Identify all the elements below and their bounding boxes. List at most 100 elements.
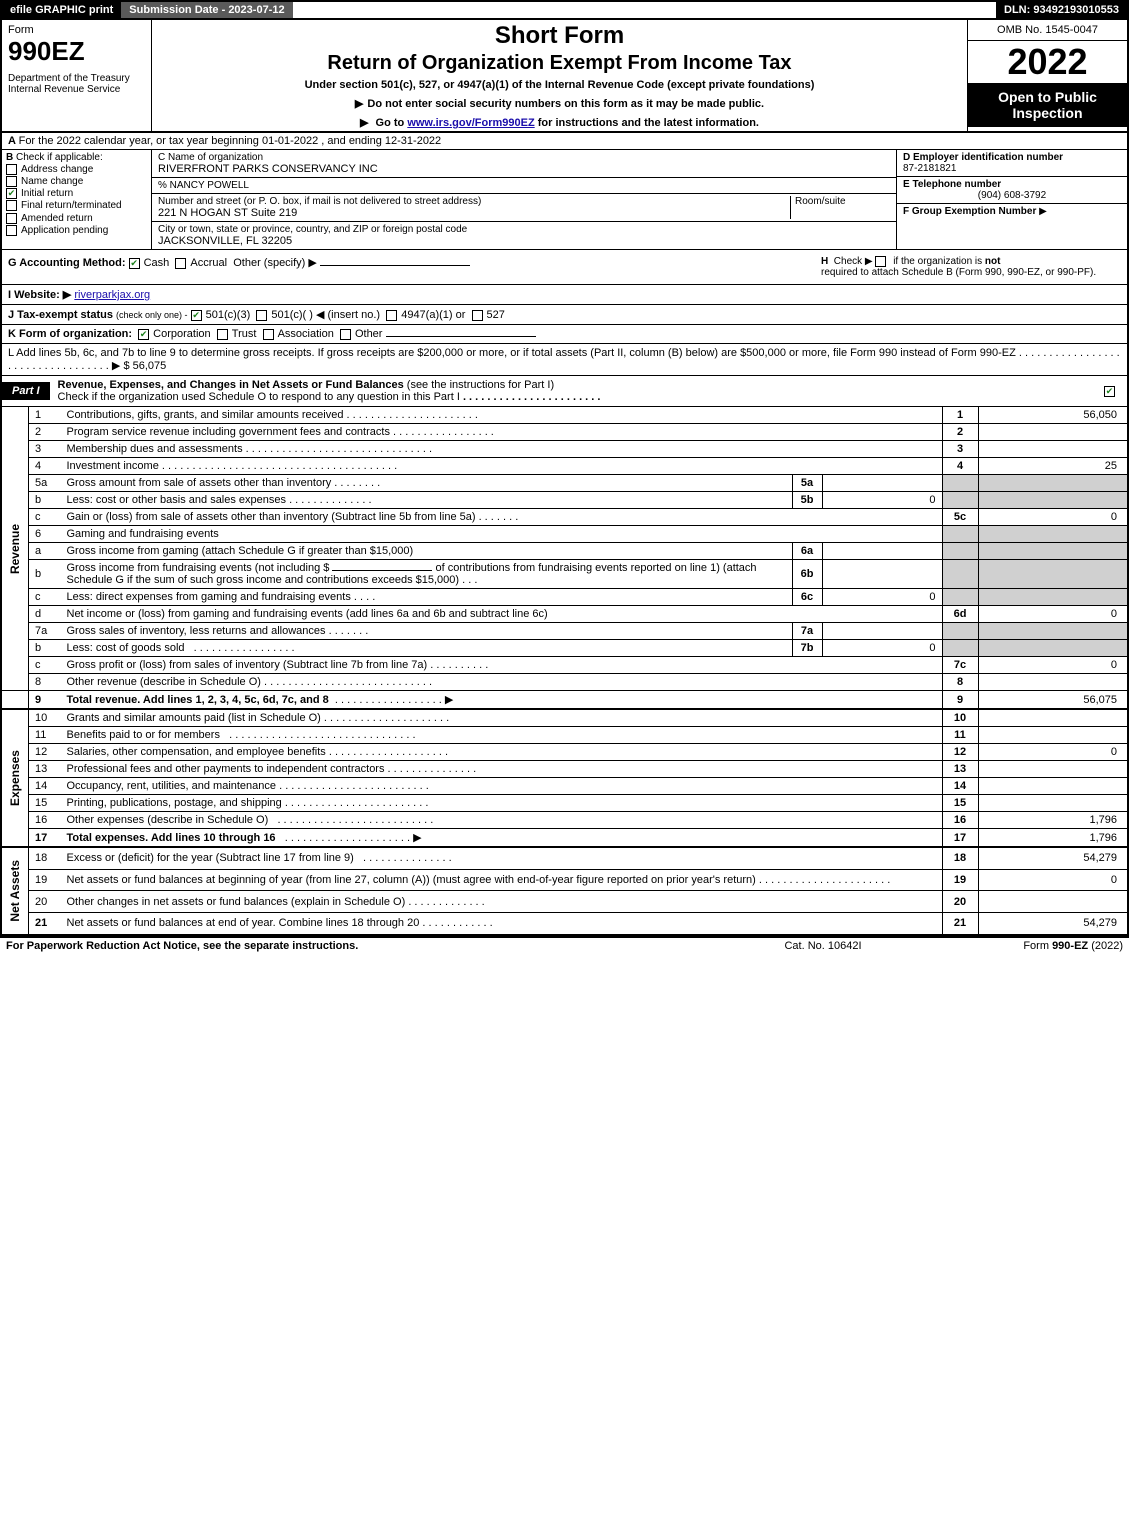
footer-right: Form 990-EZ (2022) bbox=[923, 940, 1123, 952]
cb-pending[interactable]: Application pending bbox=[6, 225, 147, 236]
cb-final[interactable]: Final return/terminated bbox=[6, 200, 147, 211]
side-netassets: Net Assets bbox=[6, 850, 24, 932]
bullet-goto: Go to www.irs.gov/Form990EZ for instruct… bbox=[158, 116, 961, 129]
arrow-icon bbox=[360, 117, 372, 129]
under-section: Under section 501(c), 527, or 4947(a)(1)… bbox=[158, 79, 961, 91]
irs-link[interactable]: www.irs.gov/Form990EZ bbox=[407, 117, 534, 129]
line-5a: 5a Gross amount from sale of assets othe… bbox=[1, 475, 1128, 492]
org-name: RIVERFRONT PARKS CONSERVANCY INC bbox=[158, 163, 890, 175]
spacer bbox=[293, 2, 996, 18]
tax-year: 2022 bbox=[968, 41, 1127, 83]
line-21: 21 Net assets or fund balances at end of… bbox=[1, 913, 1128, 935]
top-bar: efile GRAPHIC print Submission Date - 20… bbox=[0, 0, 1129, 20]
l-text: L Add lines 5b, 6c, and 7b to line 9 to … bbox=[8, 347, 1016, 359]
part-i-checkbox[interactable] bbox=[1096, 382, 1127, 400]
page-footer: For Paperwork Reduction Act Notice, see … bbox=[0, 936, 1129, 954]
form-header: Form 990EZ Department of the Treasury In… bbox=[0, 20, 1129, 133]
row-l: L Add lines 5b, 6c, and 7b to line 9 to … bbox=[0, 344, 1129, 376]
col-def: D Employer identification number 87-2181… bbox=[897, 150, 1127, 249]
line-2: 2 Program service revenue including gove… bbox=[1, 424, 1128, 441]
line-6c: c Less: direct expenses from gaming and … bbox=[1, 589, 1128, 606]
cb-other[interactable] bbox=[340, 329, 351, 340]
cb-amended[interactable]: Amended return bbox=[6, 213, 147, 224]
ein-value: 87-2181821 bbox=[903, 163, 1121, 174]
part-i-title: Revenue, Expenses, and Changes in Net As… bbox=[50, 376, 1096, 406]
cb-501c[interactable] bbox=[256, 310, 267, 321]
e-block: E Telephone number (904) 608-3792 bbox=[897, 177, 1127, 204]
part-i-sub: (see the instructions for Part I) bbox=[407, 379, 554, 391]
header-right: OMB No. 1545-0047 2022 Open to Public In… bbox=[967, 20, 1127, 131]
line-11: 11 Benefits paid to or for members . . .… bbox=[1, 727, 1128, 744]
cb-assoc[interactable] bbox=[263, 329, 274, 340]
line-14: 14 Occupancy, rent, utilities, and maint… bbox=[1, 778, 1128, 795]
f-arrow: ▶ bbox=[1039, 206, 1047, 217]
h-text2: if the organization is bbox=[893, 256, 985, 267]
k-assoc: Association bbox=[278, 328, 334, 340]
part-i-header: Part I Revenue, Expenses, and Changes in… bbox=[0, 376, 1129, 407]
h-check: Check ▶ bbox=[834, 256, 873, 267]
f-block: F Group Exemption Number ▶ bbox=[897, 204, 1127, 219]
submission-date: Submission Date - 2023-07-12 bbox=[121, 2, 292, 18]
row-j: J Tax-exempt status (check only one) - 5… bbox=[0, 305, 1129, 325]
k-other: Other bbox=[355, 328, 383, 340]
h-text3: required to attach Schedule B (Form 990,… bbox=[821, 267, 1096, 278]
short-form-title: Short Form bbox=[158, 22, 961, 50]
h-not: not bbox=[985, 256, 1001, 267]
form-word: Form bbox=[8, 24, 145, 36]
line-19: 19 Net assets or fund balances at beginn… bbox=[1, 869, 1128, 891]
line-13: 13 Professional fees and other payments … bbox=[1, 761, 1128, 778]
line-20: 20 Other changes in net assets or fund b… bbox=[1, 891, 1128, 913]
c-street-block: Number and street (or P. O. box, if mail… bbox=[152, 194, 896, 222]
cb-trust[interactable] bbox=[217, 329, 228, 340]
c-city-block: City or town, state or province, country… bbox=[152, 222, 896, 249]
line-6a: a Gross income from gaming (attach Sched… bbox=[1, 543, 1128, 560]
street-label: Number and street (or P. O. box, if mail… bbox=[158, 196, 790, 207]
website-link[interactable]: riverparkjax.org bbox=[74, 289, 150, 301]
cb-501c3[interactable] bbox=[191, 310, 202, 321]
row-gh: G Accounting Method: Cash Accrual Other … bbox=[0, 250, 1129, 285]
cb-h[interactable] bbox=[875, 256, 886, 267]
goto-pre: Go to bbox=[376, 117, 408, 129]
line-7c: c Gross profit or (loss) from sales of i… bbox=[1, 657, 1128, 674]
header-left: Form 990EZ Department of the Treasury In… bbox=[2, 20, 152, 131]
line-6d: d Net income or (loss) from gaming and f… bbox=[1, 606, 1128, 623]
cb-corp[interactable] bbox=[138, 329, 149, 340]
c-name-label: C Name of organization bbox=[158, 152, 890, 163]
j-sub: (check only one) - bbox=[116, 310, 188, 320]
k-label: K Form of organization: bbox=[8, 328, 132, 340]
line-5b: b Less: cost or other basis and sales ex… bbox=[1, 492, 1128, 509]
cb-cash[interactable] bbox=[129, 258, 140, 269]
g-label: G Accounting Method: bbox=[8, 257, 126, 269]
row-k: K Form of organization: Corporation Trus… bbox=[0, 325, 1129, 344]
cb-address[interactable]: Address change bbox=[6, 164, 147, 175]
side-revenue: Revenue bbox=[6, 514, 24, 584]
cb-527[interactable] bbox=[472, 310, 483, 321]
line-6: 6 Gaming and fundraising events bbox=[1, 526, 1128, 543]
j-label: J Tax-exempt status bbox=[8, 309, 113, 321]
h-block: H Check ▶ if the organization is not req… bbox=[821, 256, 1121, 278]
b-label: Check if applicable: bbox=[16, 152, 103, 163]
g-block: G Accounting Method: Cash Accrual Other … bbox=[8, 256, 821, 278]
part-i-check: Check if the organization used Schedule … bbox=[58, 391, 460, 403]
j-527: 527 bbox=[487, 309, 505, 321]
cb-initial[interactable]: Initial return bbox=[6, 188, 147, 199]
efile-label: efile GRAPHIC print bbox=[2, 2, 121, 18]
footer-center: Cat. No. 10642I bbox=[723, 940, 923, 952]
k-trust: Trust bbox=[232, 328, 257, 340]
cb-4947[interactable] bbox=[386, 310, 397, 321]
dln: DLN: 93492193010553 bbox=[996, 2, 1127, 18]
e-label: E Telephone number bbox=[903, 179, 1001, 190]
footer-left: For Paperwork Reduction Act Notice, see … bbox=[6, 940, 723, 952]
d-label: D Employer identification number bbox=[903, 152, 1063, 163]
c-careof: % NANCY POWELL bbox=[152, 178, 896, 194]
f-label: F Group Exemption Number bbox=[903, 206, 1036, 217]
row-a: A For the 2022 calendar year, or tax yea… bbox=[0, 133, 1129, 150]
header-mid: Short Form Return of Organization Exempt… bbox=[152, 20, 967, 131]
cb-accrual[interactable] bbox=[175, 258, 186, 269]
city-value: JACKSONVILLE, FL 32205 bbox=[158, 235, 890, 247]
line-3: 3 Membership dues and assessments . . . … bbox=[1, 441, 1128, 458]
cb-name[interactable]: Name change bbox=[6, 176, 147, 187]
j-501c: 501(c)( ) ◀ (insert no.) bbox=[271, 309, 380, 321]
line-9: 9 Total revenue. Add lines 1, 2, 3, 4, 5… bbox=[1, 691, 1128, 710]
g-other: Other (specify) ▶ bbox=[233, 257, 317, 269]
